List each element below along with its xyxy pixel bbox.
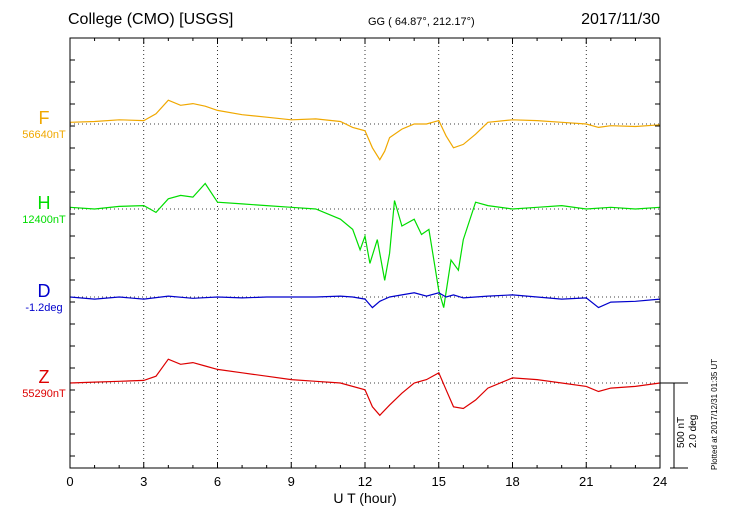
grid (143, 38, 587, 468)
component-label-Z: Z 55290nT (14, 367, 74, 401)
component-baseline: 56640nT (22, 129, 66, 141)
component-label-H: H 12400nT (14, 193, 74, 227)
x-tick-label: 15 (432, 474, 446, 489)
axes (69, 37, 688, 469)
ticks: 0 3 6 9 12 15 18 21 24 (66, 38, 667, 489)
component-letter: D (37, 281, 51, 301)
scale-label-deg: 2.0 deg (688, 414, 699, 448)
x-tick-label: 24 (653, 474, 667, 489)
x-tick-label: 9 (288, 474, 295, 489)
component-label-F: F 56640nT (14, 108, 74, 142)
series-line-F (69, 99, 661, 161)
x-axis-label: U T (hour) (333, 490, 397, 506)
component-label-D: D -1.2deg (14, 281, 74, 315)
series-line-D (69, 292, 661, 309)
component-letter: F (38, 108, 50, 128)
component-baseline: 12400nT (22, 214, 66, 226)
plotted-timestamp: Plotted at 2017/12/31 01:35 UT (710, 358, 719, 470)
station-coordinates: GG ( 64.87°, 212.17°) (368, 16, 475, 28)
x-tick-label: 18 (505, 474, 519, 489)
x-tick-label: 0 (66, 474, 73, 489)
component-letter: H (37, 193, 51, 213)
component-baseline: 55290nT (22, 388, 66, 400)
component-letter: Z (38, 367, 50, 387)
series-line-H (69, 182, 661, 308)
scale-label-nt: 500 nT (676, 416, 687, 448)
chart-date: 2017/11/30 (581, 11, 660, 28)
x-tick-label: 21 (579, 474, 593, 489)
series-line-Z (69, 358, 661, 417)
chart-title: College (CMO) [USGS] (68, 11, 234, 28)
x-tick-label: 3 (140, 474, 147, 489)
x-tick-label: 6 (214, 474, 221, 489)
component-baseline: -1.2deg (25, 302, 63, 314)
x-tick-label: 12 (358, 474, 372, 489)
series-layer (69, 99, 661, 417)
